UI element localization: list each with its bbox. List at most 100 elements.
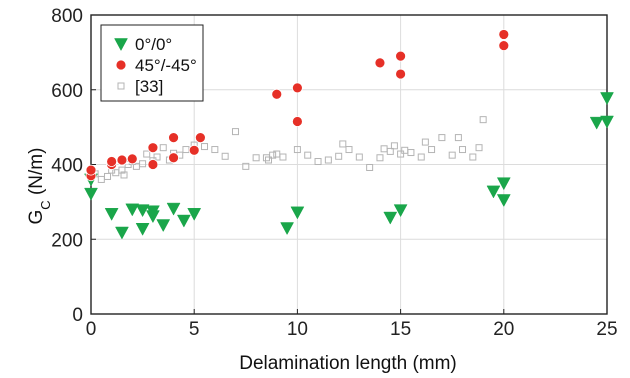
data-point [187,208,202,221]
y-tick-label: 800 [51,6,83,27]
data-point [166,202,181,216]
data-point [395,50,407,62]
data-point [293,146,301,154]
x-tick-label: 20 [493,319,514,340]
data-point [407,149,415,157]
data-point [85,164,97,176]
data-point [448,151,456,159]
legend-marker [115,59,127,71]
data-point [376,154,384,162]
data-point [153,153,161,161]
data-point [104,208,119,221]
data-point [265,156,273,164]
legend-label: 45°/-45° [135,56,197,75]
data-point [498,29,510,40]
data-point [401,146,409,154]
data-point [188,144,200,156]
data-point [589,116,604,130]
y-axis-title-main: G [26,210,47,225]
data-point [84,187,98,201]
data-point [417,153,425,161]
data-point [397,150,405,158]
data-point [168,152,179,164]
data-point [291,82,303,94]
axis-ticks: 0 5 10 15 20 25 0 200 400 600 800 [51,6,617,340]
data-point [386,147,394,155]
series-1 [85,29,510,182]
legend-label: [33] [135,77,163,96]
legend-label: 0°/0° [135,35,172,54]
data-point [120,171,128,179]
data-point [428,146,436,154]
y-tick-label: 0 [72,305,83,326]
data-point [479,116,487,124]
data-point [139,160,147,168]
x-tick-label: 15 [390,319,411,340]
data-point [104,172,112,180]
data-point [339,140,347,148]
data-point [118,166,126,174]
data-point [469,153,477,161]
data-point [459,146,467,154]
x-tick-label: 5 [189,319,200,340]
legend: 0°/0° 45°/-45° [33] [100,24,204,102]
y-axis-title-unit: (N/m) [26,148,47,201]
data-point [194,132,206,143]
data-point [475,144,483,152]
data-point [211,146,219,154]
data-point [106,156,118,167]
y-tick-label: 400 [51,156,83,177]
data-point [115,226,129,240]
y-axis-title-sub: C [38,200,53,209]
data-point [176,214,191,228]
data-point [156,219,171,233]
data-point [383,211,398,225]
data-point [262,154,270,162]
data-point [147,159,159,170]
data-point [395,68,407,80]
legend-marker [117,82,125,90]
data-point [380,145,388,153]
data-point [496,177,511,191]
data-point [486,185,501,199]
x-axis-title: Delamination length (mm) [239,353,457,374]
data-point [345,146,353,154]
data-point [355,153,363,161]
data-point [393,204,408,218]
data-point [304,151,312,159]
data-point [252,154,260,162]
data-point [366,163,374,171]
data-marks [84,29,614,240]
data-point [438,134,446,142]
data-point [126,153,138,165]
data-point [279,153,287,161]
data-point [496,194,511,208]
data-point [135,204,150,218]
data-point [231,128,239,136]
data-point [600,92,614,105]
data-point [242,162,250,170]
data-point [143,150,151,158]
series-0 [84,92,614,240]
y-tick-label: 600 [51,81,83,102]
data-point [374,57,386,69]
data-point [421,138,429,146]
data-point [146,210,160,224]
data-point [271,88,283,100]
data-point [168,132,179,143]
data-point [454,134,462,142]
data-point [182,146,190,154]
x-tick-label: 25 [596,319,617,340]
data-point [201,143,209,151]
data-point [335,152,343,160]
data-point [269,151,277,159]
data-point [147,142,159,154]
y-axis-title: GC (N/m) [26,148,53,225]
data-point [116,154,128,166]
x-tick-label: 0 [86,319,97,340]
x-tick-label: 10 [287,319,308,340]
data-point [600,115,614,129]
data-point [390,142,398,150]
data-point [97,175,105,183]
